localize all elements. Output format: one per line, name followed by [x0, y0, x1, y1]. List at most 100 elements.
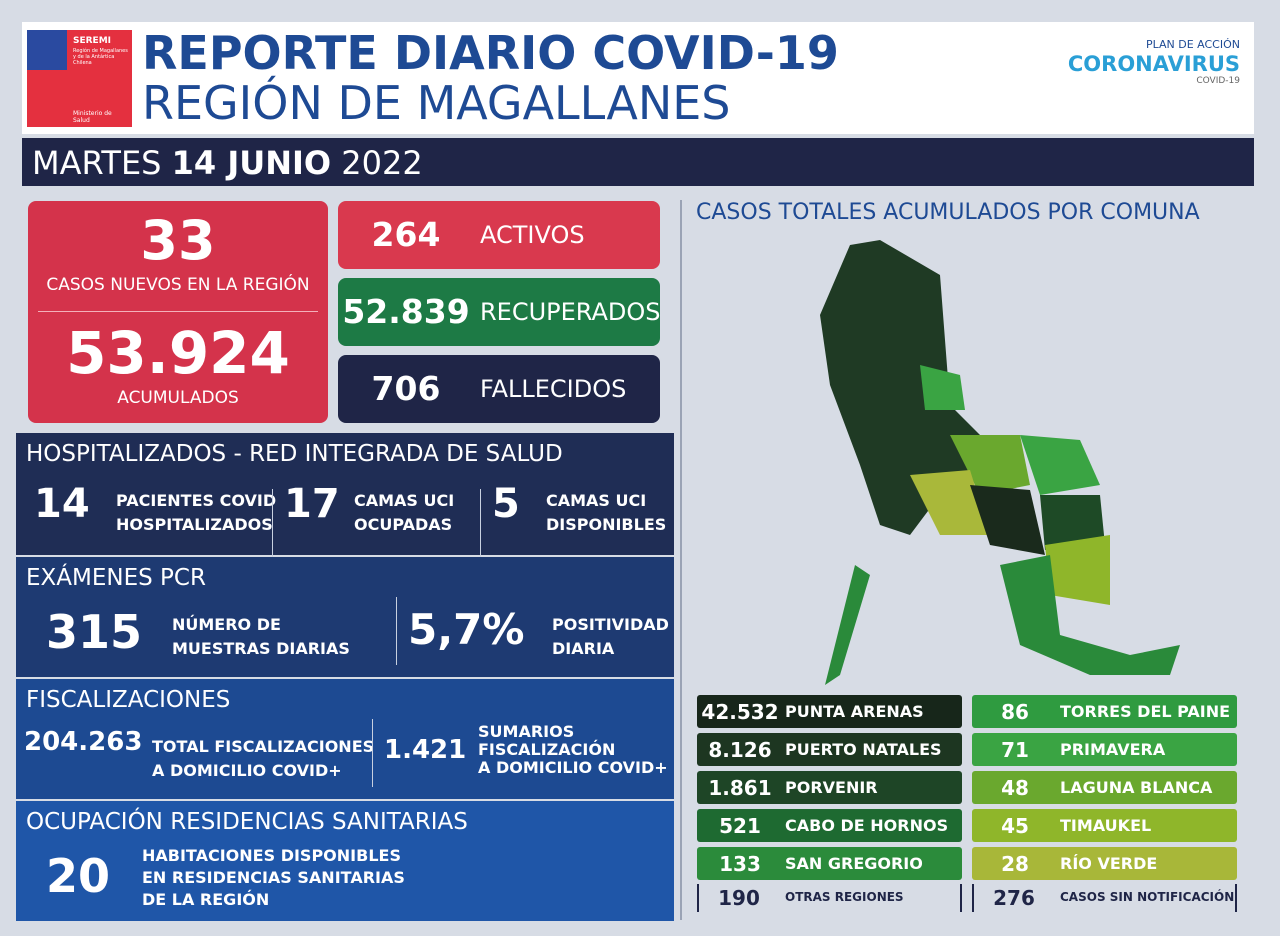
label-line: SUMARIOS [478, 722, 575, 741]
label-line: CAMAS UCI [546, 491, 647, 510]
value: 20 [46, 849, 111, 903]
comuna-row: 133 SAN GREGORIO [697, 847, 962, 880]
label-line: CAMAS UCI [354, 491, 455, 510]
status-label: ACTIVOS [480, 221, 585, 249]
label-line: DE LA REGIÓN [142, 890, 270, 909]
label-line: NÚMERO DE [172, 615, 281, 634]
label-line: EN RESIDENCIAS SANITARIAS [142, 868, 405, 887]
year: 2022 [341, 144, 423, 182]
other-row: 190 OTRAS REGIONES [697, 884, 962, 912]
comuna-row: 48 LAGUNA BLANCA [972, 771, 1237, 804]
label-line: HOSPITALIZADOS [116, 515, 273, 534]
weekday: MARTES [32, 144, 162, 182]
new-cases-label: CASOS NUEVOS EN LA REGIÓN [46, 275, 310, 295]
cases-card: 33 CASOS NUEVOS EN LA REGIÓN 53.924 ACUM… [28, 201, 328, 423]
org: SEREMI [73, 36, 112, 46]
value: 14 [34, 481, 90, 527]
panel-title: OCUPACIÓN RESIDENCIAS SANITARIAS [26, 809, 468, 835]
fiscal-panel: FISCALIZACIONES 204.263 TOTAL FISCALIZACIO… [16, 679, 674, 799]
label-line: DIARIA [552, 639, 615, 658]
comuna-name: CABO DE HORNOS [785, 816, 949, 835]
label-line: A DOMICILIO COVID+ [152, 761, 342, 780]
panel-title: FISCALIZACIONES [26, 687, 231, 713]
map [820, 240, 1180, 685]
date-bar: MARTES 14 JUNIO 2022 [22, 138, 1254, 186]
label-line: POSITIVIDAD [552, 615, 669, 634]
comuna-value: 42.532 [701, 700, 779, 724]
label: POSITIVIDAD DIARIA [552, 613, 669, 661]
other-name: OTRAS REGIONES [785, 890, 904, 904]
comuna-name: PUERTO NATALES [785, 740, 942, 759]
comuna-name: SAN GREGORIO [785, 854, 923, 873]
status-label: FALLECIDOS [480, 375, 627, 403]
status-card: 52.839 RECUPERADOS [338, 278, 661, 346]
logo: SEREMI Región de Magallanes y de la Antá… [27, 30, 132, 127]
hospital-panel: HOSPITALIZADOS - RED INTEGRADA DE SALUD 1… [16, 433, 674, 557]
total-cases-label: ACUMULADOS [117, 388, 239, 408]
ministry: Ministerio de Salud [73, 110, 112, 124]
day-month: 14 JUNIO [171, 144, 332, 182]
other-row: 276 CASOS SIN NOTIFICACIÓN [972, 884, 1237, 912]
status-label: RECUPERADOS [480, 298, 661, 326]
label: CAMAS UCI DISPONIBLES [546, 489, 666, 537]
comuna-row: 86 TORRES DEL PAINE [972, 695, 1237, 728]
comuna-name: PUNTA ARENAS [785, 702, 924, 721]
comuna-name: LAGUNA BLANCA [1060, 778, 1213, 797]
value: 17 [284, 481, 340, 527]
label-line: TOTAL FISCALIZACIONES [152, 737, 375, 756]
pcr-panel: EXÁMENES PCR 315 NÚMERO DE MUESTRAS DIARIAS… [16, 557, 674, 677]
divider [272, 489, 273, 557]
comuna-value: 1.861 [708, 776, 772, 800]
comuna-name: TORRES DEL PAINE [1060, 702, 1231, 721]
comuna-value: 71 [1001, 738, 1029, 762]
brand: CORONAVIRUS [1067, 52, 1240, 76]
divider [480, 489, 481, 557]
value: 5 [492, 481, 520, 527]
panel-title: HOSPITALIZADOS - RED INTEGRADA DE SALUD [26, 441, 563, 467]
comuna-value: 48 [1001, 776, 1029, 800]
new-cases: 33 [140, 209, 216, 272]
status-value: 52.839 [342, 292, 470, 331]
map-title: CASOS TOTALES ACUMULADOS POR COMUNA [696, 200, 1200, 225]
label-line: OCUPADAS [354, 515, 453, 534]
label: PACIENTES COVID HOSPITALIZADOS [116, 489, 276, 537]
label-line: PACIENTES COVID [116, 491, 277, 510]
comuna-row: 28 RÍO VERDE [972, 847, 1237, 880]
status-card: 264 ACTIVOS [338, 201, 660, 269]
comuna-value: 8.126 [708, 738, 772, 762]
other-name: CASOS SIN NOTIFICACIÓN [1060, 890, 1235, 904]
brand-sub: COVID-19 [1196, 76, 1240, 86]
other-value: 190 [718, 886, 760, 910]
total-cases: 53.924 [66, 319, 290, 387]
comuna-name: PORVENIR [785, 778, 878, 797]
comuna-name: RÍO VERDE [1060, 854, 1158, 873]
comuna-value: 86 [1001, 700, 1029, 724]
status-value: 706 [371, 369, 441, 408]
comuna-name: PRIMAVERA [1060, 740, 1166, 759]
status-card: 706 FALLECIDOS [338, 355, 660, 423]
status-value: 264 [371, 215, 441, 254]
label-line: A DOMICILIO COVID+ [478, 758, 668, 777]
title: REPORTE DIARIO COVID-19 [142, 26, 839, 80]
label: CAMAS UCI OCUPADAS [354, 489, 454, 537]
label-line: MUESTRAS DIARIAS [172, 639, 350, 658]
plan: PLAN DE ACCIÓN [1145, 38, 1240, 51]
org-region: Región de Magallanes y de la Antártica C… [73, 48, 128, 66]
header: SEREMI Región de Magallanes y de la Antá… [22, 22, 1254, 134]
comuna-value: 133 [719, 852, 761, 876]
divider [372, 719, 373, 787]
label: TOTAL FISCALIZACIONES A DOMICILIO COVID+ [152, 735, 374, 783]
comuna-row: 8.126 PUERTO NATALES [697, 733, 962, 766]
value: 1.421 [384, 735, 467, 765]
comuna-value: 521 [719, 814, 761, 838]
comuna-row: 71 PRIMAVERA [972, 733, 1237, 766]
comuna-row: 45 TIMAUKEL [972, 809, 1237, 842]
other-value: 276 [993, 886, 1035, 910]
comuna-row: 42.532 PUNTA ARENAS [697, 695, 962, 728]
label: NÚMERO DE MUESTRAS DIARIAS [172, 613, 350, 661]
value: 315 [46, 605, 143, 659]
panel-title: EXÁMENES PCR [26, 565, 206, 591]
divider [396, 597, 397, 665]
